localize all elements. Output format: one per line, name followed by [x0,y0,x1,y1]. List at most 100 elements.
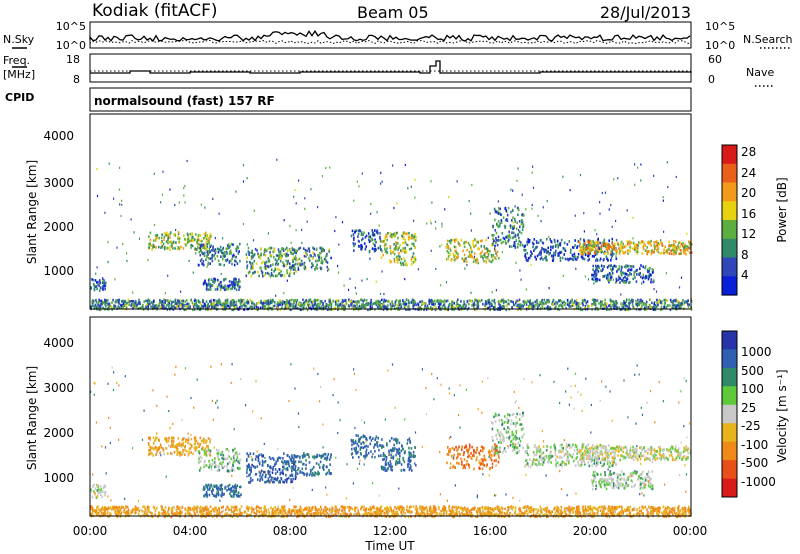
heatmap-cell [97,301,100,304]
heatmap-cell [405,232,407,236]
heatmap-cell [182,303,184,307]
heatmap-cell [666,161,668,164]
heatmap-cell [319,460,322,464]
heatmap-cell [372,437,374,440]
heatmap-cell [403,248,405,252]
heatmap-cell [302,301,305,305]
heatmap-cell [626,277,629,281]
heatmap-cell [485,458,487,462]
heatmap-cell [333,306,336,310]
heatmap-cell [392,302,394,306]
heatmap-cell [216,448,218,452]
heatmap-cell [391,468,393,472]
heatmap-cell [172,436,175,440]
heatmap-cell [573,301,575,304]
heatmap-cell [242,164,245,167]
heatmap-cell [379,304,382,308]
heatmap-cell [601,269,603,272]
heatmap-cell [206,439,208,443]
heatmap-cell [591,273,593,277]
heatmap-cell [205,300,208,303]
heatmap-cell [381,305,383,308]
heatmap-cell [642,276,645,279]
heatmap-cell [453,301,455,305]
heatmap-cell [198,250,201,254]
heatmap-cell [575,267,577,270]
heatmap-cell [597,270,600,273]
heatmap-cell [198,443,201,446]
heatmap-cell [500,238,502,242]
heatmap-cell [294,262,297,266]
heatmap-cell [615,279,618,283]
heatmap-cell [189,447,192,450]
heatmap-cell [170,307,172,310]
heatmap-cell [520,222,523,226]
heatmap-cell [120,306,123,310]
heatmap-cell [225,306,228,310]
heatmap-cell [315,455,318,459]
heatmap-cell [203,232,206,236]
heatmap-cell [619,281,621,284]
heatmap-cell [305,299,307,302]
heatmap-cell [234,259,236,263]
heatmap-cell [118,306,121,309]
heatmap-cell [194,247,197,250]
heatmap-cell [232,285,235,288]
heatmap-cell [640,163,642,166]
heatmap-cell [283,460,286,463]
heatmap-cell [595,259,597,262]
heatmap-cell [476,258,479,262]
heatmap-cell [289,271,292,274]
heatmap-cell [594,242,596,246]
heatmap-cell [261,261,263,265]
heatmap-cell [231,303,233,307]
heatmap-cell [279,299,281,302]
heatmap-cell [423,308,425,312]
heatmap-cell [384,251,386,254]
heatmap-cell [204,305,206,308]
heatmap-cell [306,301,309,305]
heatmap-cell [534,305,536,308]
heatmap-cell [479,467,481,470]
heatmap-cell [531,306,533,309]
heatmap-cell [206,445,208,448]
heatmap-cell [295,251,297,255]
heatmap-cell [280,301,282,305]
heatmap-cell [161,240,163,243]
heatmap-cell [226,464,228,468]
heatmap-cell [594,277,597,281]
heatmap-cell [214,257,216,261]
heatmap-cell [539,251,541,254]
heatmap-cell [541,246,543,250]
heatmap-cell [251,458,254,462]
heatmap-cell [496,250,499,254]
heatmap-cell [157,438,160,442]
heatmap-cell [296,249,298,253]
heatmap-cell [507,206,510,210]
heatmap-cell [158,245,160,249]
heatmap-cell [526,299,529,303]
heatmap-cell [276,301,279,304]
heatmap-cell [327,304,329,307]
heatmap-cell [481,250,483,253]
heatmap-cell [206,245,209,249]
heatmap-cell [471,255,474,259]
heatmap-cell [323,468,325,471]
heatmap-cell [225,250,228,254]
heatmap-cell [576,246,578,249]
heatmap-cell [250,251,252,254]
heatmap-cell [582,245,585,248]
heatmap-cell [565,306,567,310]
heatmap-cell [233,263,236,267]
heatmap-cell [663,248,666,251]
heatmap-cell [479,463,482,466]
heatmap-cell [212,280,214,283]
heatmap-cell [659,252,661,255]
heatmap-cell [220,251,222,254]
heatmap-cell [454,257,457,261]
heatmap-cell [368,238,370,241]
heatmap-cell [307,303,309,307]
heatmap-cell [447,299,449,302]
heatmap-cell [288,302,291,305]
heatmap-cell [160,201,162,204]
